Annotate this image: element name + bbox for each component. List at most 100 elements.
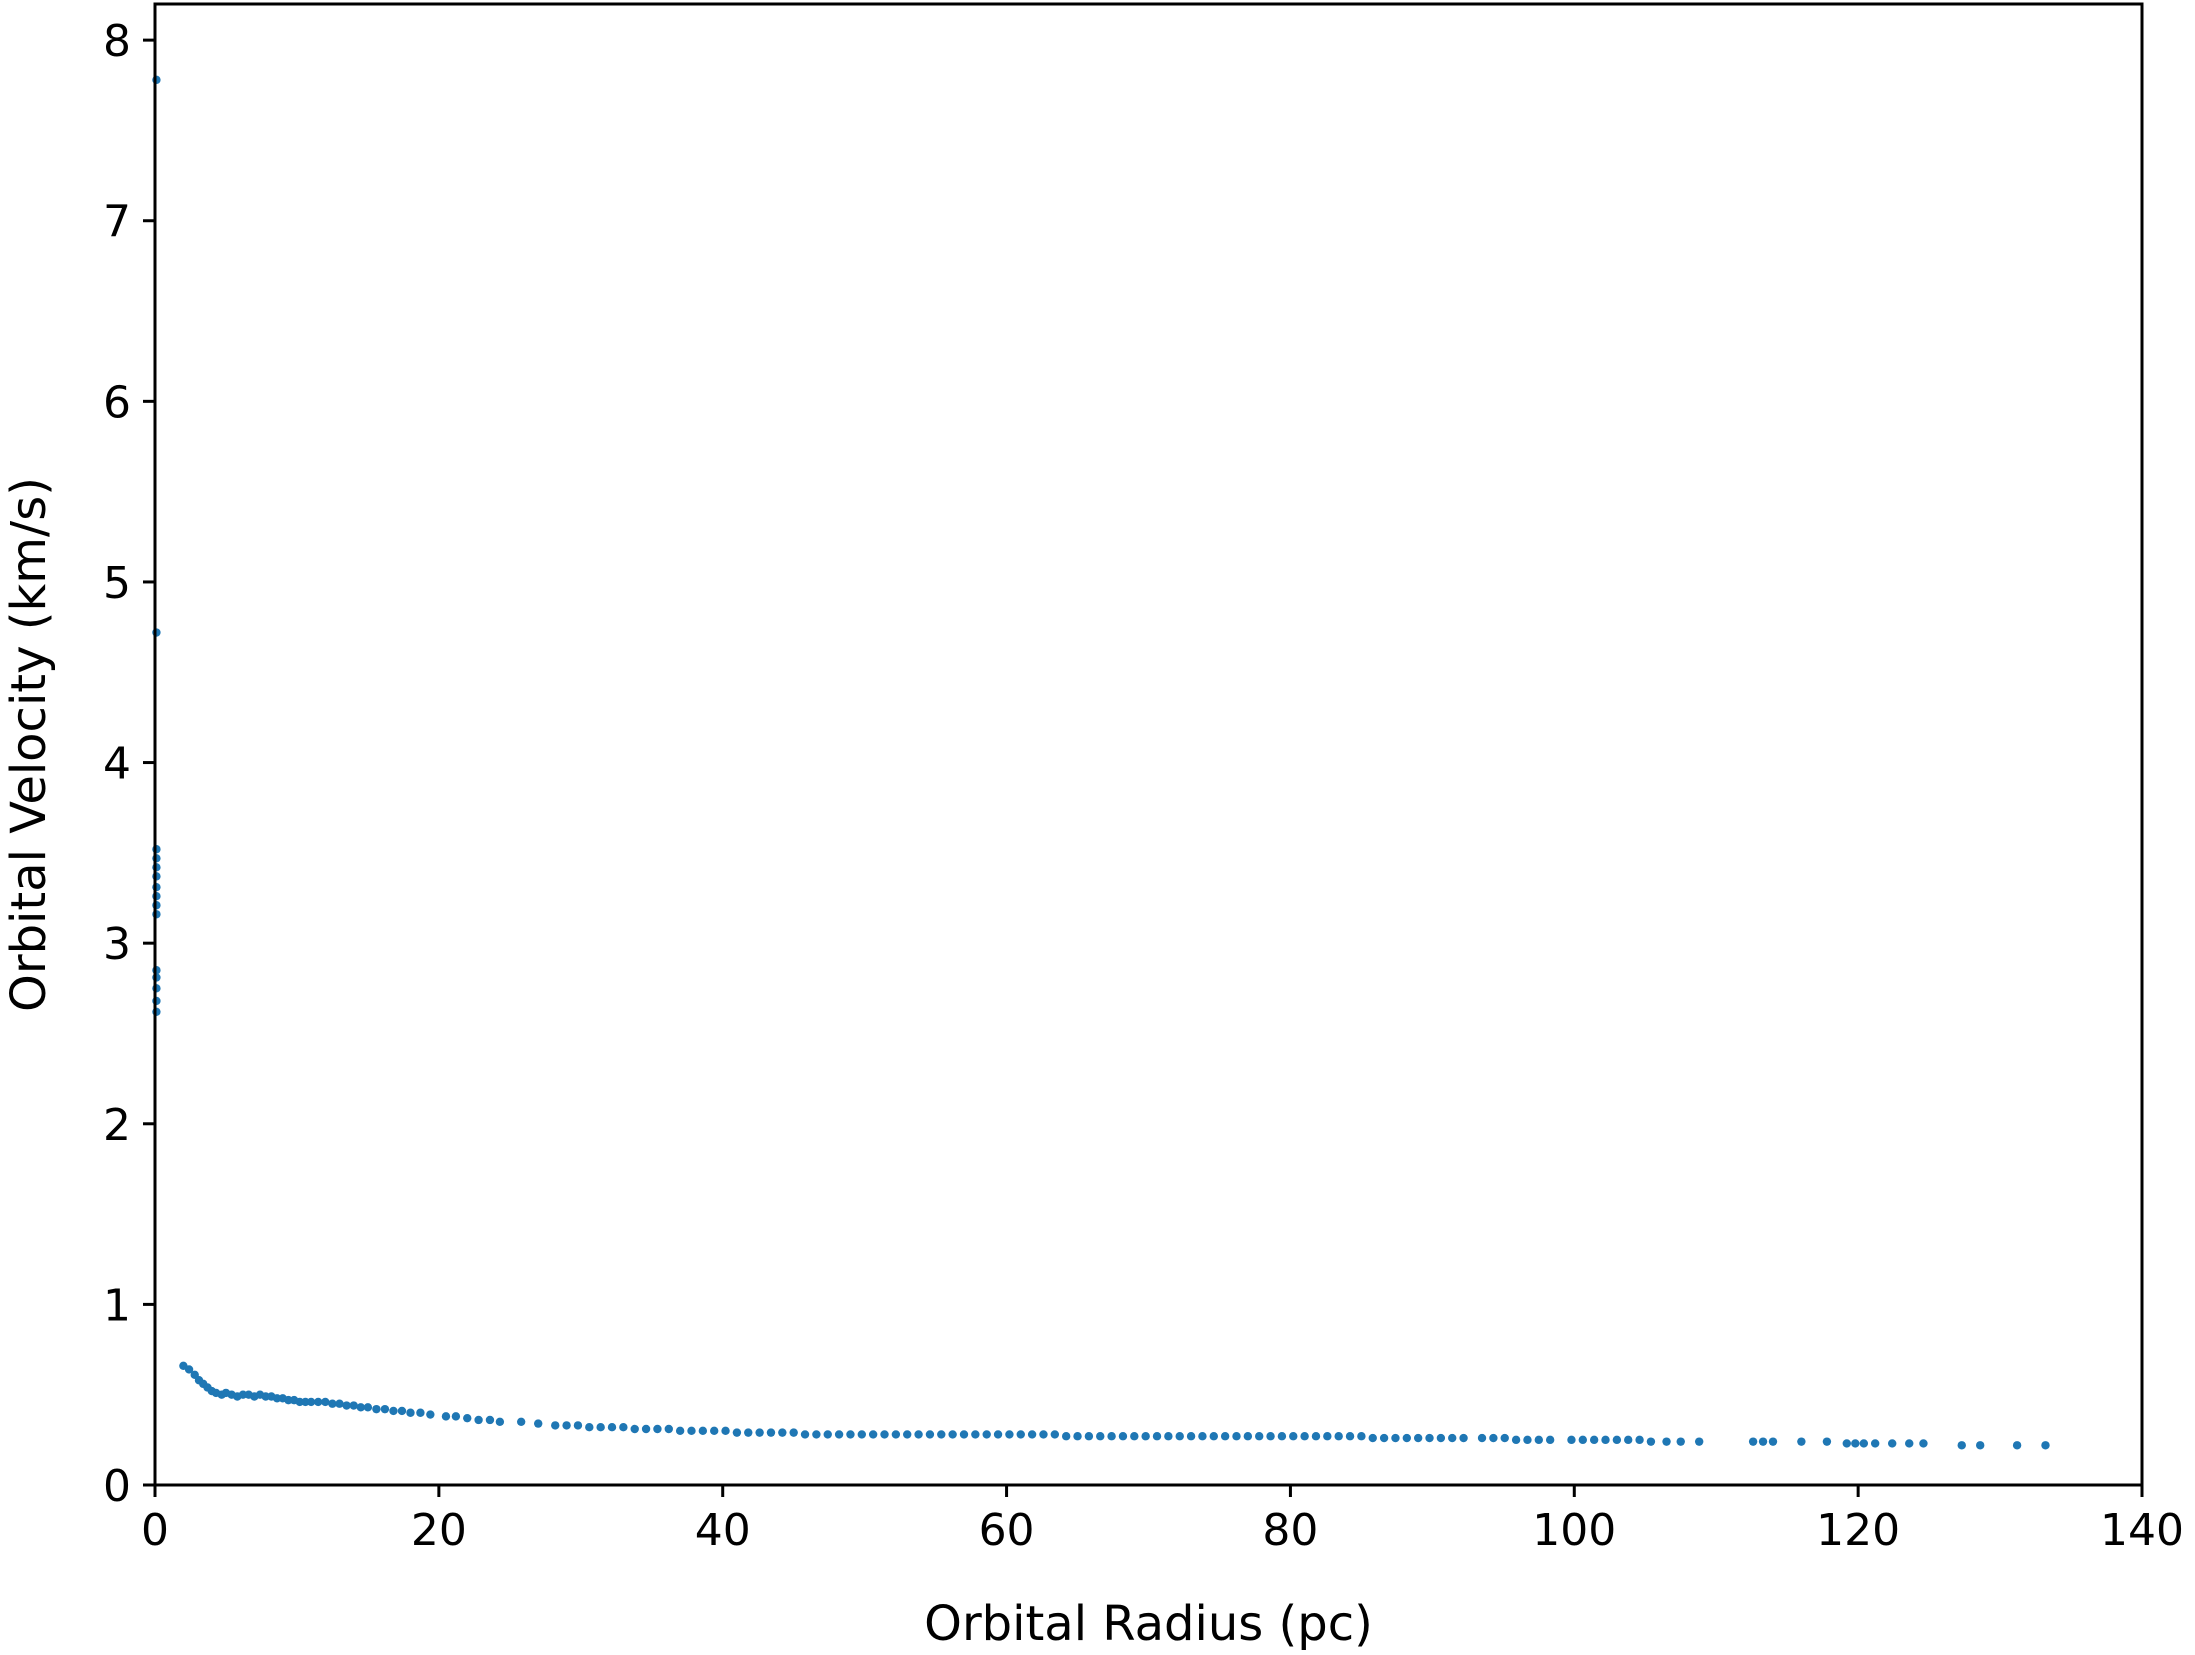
y-axis-title: Orbital Velocity (km/s) — [1, 477, 57, 1012]
data-point — [1016, 1430, 1025, 1439]
data-point — [687, 1426, 696, 1436]
data-point — [406, 1408, 415, 1417]
data-point — [1919, 1439, 1928, 1448]
data-point — [380, 1404, 390, 1414]
data-point — [959, 1430, 969, 1439]
data-point — [397, 1406, 407, 1416]
data-point — [1107, 1432, 1116, 1441]
data-point — [1266, 1432, 1275, 1441]
data-point — [971, 1430, 980, 1439]
data-point — [1130, 1432, 1139, 1441]
data-point — [451, 1412, 461, 1421]
data-point — [1141, 1432, 1150, 1441]
data-point — [1005, 1430, 1014, 1439]
x-tick-label: 0 — [141, 1505, 169, 1556]
data-point — [1851, 1439, 1860, 1448]
data-point — [1413, 1433, 1423, 1443]
data-point — [903, 1430, 912, 1439]
data-point — [800, 1430, 810, 1439]
data-point — [2012, 1441, 2022, 1450]
data-point — [314, 1397, 323, 1407]
data-point — [372, 1404, 381, 1414]
y-tick-label: 1 — [103, 1280, 131, 1331]
data-point — [321, 1397, 330, 1407]
data-point — [328, 1399, 337, 1408]
x-tick-label: 120 — [1816, 1505, 1900, 1556]
data-point — [812, 1430, 821, 1439]
data-point — [1822, 1437, 1832, 1446]
data-point — [880, 1430, 889, 1439]
y-tick-label: 0 — [103, 1461, 131, 1512]
x-tick-label: 100 — [1532, 1505, 1616, 1556]
data-point — [744, 1428, 753, 1437]
data-point — [1905, 1439, 1914, 1448]
data-point — [1391, 1433, 1400, 1443]
data-point — [1175, 1432, 1184, 1441]
data-point — [1345, 1432, 1355, 1441]
data-point — [755, 1428, 764, 1437]
data-point — [1311, 1432, 1321, 1441]
data-point — [1289, 1432, 1298, 1441]
data-point — [1489, 1433, 1498, 1443]
x-tick-label: 140 — [2100, 1505, 2184, 1556]
data-point — [356, 1403, 365, 1412]
y-tick-label: 4 — [103, 739, 131, 790]
data-point — [630, 1424, 639, 1434]
data-point — [1646, 1437, 1656, 1446]
x-axis-ticks: 0 20 40 60 80 100 120 140 — [141, 1485, 2184, 1556]
x-tick-label: 80 — [1262, 1505, 1318, 1556]
data-point — [1368, 1433, 1377, 1443]
x-tick-label: 40 — [695, 1505, 751, 1556]
data-point — [766, 1428, 776, 1437]
data-point — [1545, 1435, 1555, 1445]
data-point — [1379, 1433, 1389, 1443]
data-point — [1477, 1433, 1487, 1443]
data-point — [1334, 1432, 1343, 1441]
data-point — [1662, 1437, 1671, 1446]
data-point — [389, 1406, 398, 1416]
data-point — [1027, 1430, 1037, 1439]
data-point — [463, 1413, 472, 1423]
data-point — [857, 1430, 867, 1439]
data-point — [1612, 1435, 1622, 1445]
data-point — [416, 1408, 425, 1417]
data-point — [891, 1430, 901, 1439]
plot-frame — [153, 2, 2144, 1487]
data-point — [1357, 1432, 1366, 1441]
data-point — [1534, 1435, 1544, 1445]
data-point — [485, 1415, 495, 1425]
data-point — [1842, 1439, 1851, 1448]
data-point — [474, 1415, 483, 1425]
data-point — [641, 1424, 651, 1434]
data-point — [664, 1424, 673, 1434]
data-point — [2041, 1441, 2050, 1450]
data-point — [1232, 1432, 1241, 1441]
data-point — [1243, 1432, 1253, 1441]
data-point — [1061, 1432, 1071, 1441]
data-point — [709, 1426, 719, 1436]
data-point — [982, 1430, 991, 1439]
y-tick-label: 5 — [103, 558, 131, 609]
data-point — [653, 1424, 662, 1434]
data-point — [846, 1430, 855, 1439]
x-tick-label: 20 — [411, 1505, 467, 1556]
data-point — [1859, 1439, 1869, 1448]
data-point — [1748, 1437, 1758, 1446]
data-point — [335, 1399, 344, 1408]
data-point — [1152, 1432, 1162, 1441]
data-point — [1589, 1435, 1599, 1445]
data-point — [184, 1365, 194, 1374]
y-tick-label: 6 — [103, 377, 131, 428]
data-point — [1888, 1439, 1897, 1448]
data-point — [778, 1428, 787, 1437]
data-point — [1050, 1430, 1060, 1439]
data-point — [1870, 1439, 1880, 1448]
data-point — [1164, 1432, 1173, 1441]
data-point — [1459, 1433, 1468, 1443]
x-tick-label: 60 — [979, 1505, 1035, 1556]
data-point — [607, 1423, 617, 1432]
data-point — [1220, 1432, 1230, 1441]
data-point — [1402, 1433, 1412, 1443]
